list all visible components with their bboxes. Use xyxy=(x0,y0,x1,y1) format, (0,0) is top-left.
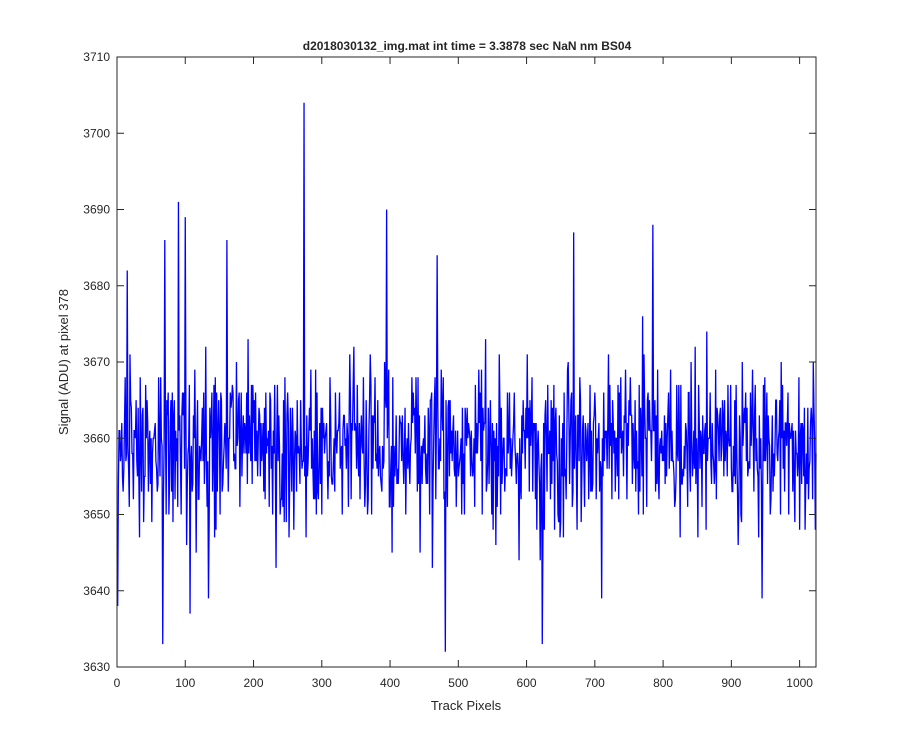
y-axis-label: Signal (ADU) at pixel 378 xyxy=(56,289,71,435)
plot-area: 0 100 200 300 400 500 600 700 800 900 1000 3630 364… xyxy=(83,50,817,690)
x-tick-label: 700 xyxy=(585,676,605,690)
y-tick-label: 3710 xyxy=(83,50,110,64)
x-tick-label: 400 xyxy=(380,676,400,690)
x-tick-label: 200 xyxy=(244,676,264,690)
y-tick-label: 3630 xyxy=(83,660,110,674)
x-tick-label: 0 xyxy=(114,676,121,690)
x-axis-ticks: 0 100 200 300 400 500 600 700 800 900 1000 xyxy=(114,57,813,690)
chart-title: d2018030132_img.mat int time = 3.3878 se… xyxy=(303,39,632,53)
x-axis-label: Track Pixels xyxy=(431,698,502,713)
y-tick-label: 3650 xyxy=(83,508,110,522)
y-tick-label: 3690 xyxy=(83,203,110,217)
series-line xyxy=(117,102,817,652)
y-axis-ticks: 3630 3640 3650 3660 3670 3680 3690 3700 3710 xyxy=(83,50,816,674)
x-tick-label: 600 xyxy=(517,676,537,690)
y-tick-label: 3660 xyxy=(83,431,110,445)
axes-background xyxy=(117,57,816,667)
series-layer xyxy=(117,102,817,652)
x-tick-label: 500 xyxy=(448,676,468,690)
y-tick-label: 3700 xyxy=(83,126,110,140)
x-tick-label: 300 xyxy=(312,676,332,690)
y-tick-label: 3680 xyxy=(83,279,110,293)
x-tick-label: 100 xyxy=(175,676,195,690)
x-tick-label: 1000 xyxy=(786,676,813,690)
x-tick-label: 900 xyxy=(721,676,741,690)
x-tick-label: 800 xyxy=(653,676,673,690)
y-tick-label: 3640 xyxy=(83,584,110,598)
y-tick-label: 3670 xyxy=(83,355,110,369)
